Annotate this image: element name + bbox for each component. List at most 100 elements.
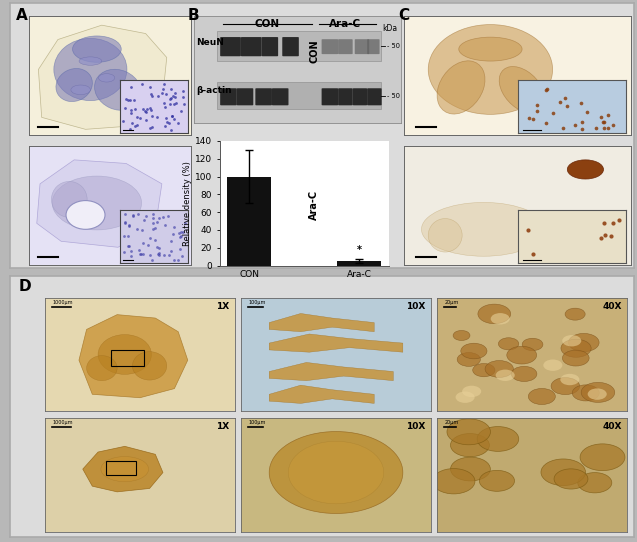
- Text: CON: CON: [254, 20, 279, 29]
- Text: A: A: [16, 8, 27, 23]
- FancyBboxPatch shape: [272, 88, 289, 105]
- FancyBboxPatch shape: [237, 88, 254, 105]
- Polygon shape: [269, 363, 393, 380]
- Ellipse shape: [269, 431, 403, 513]
- Text: C: C: [398, 8, 409, 23]
- Text: 10X: 10X: [406, 302, 426, 311]
- Circle shape: [541, 459, 585, 486]
- Ellipse shape: [87, 356, 117, 380]
- Text: 10X: 10X: [406, 422, 426, 431]
- Circle shape: [453, 331, 470, 340]
- Ellipse shape: [101, 456, 148, 482]
- Text: 40X: 40X: [602, 422, 622, 431]
- Text: 100μm: 100μm: [248, 300, 266, 305]
- Circle shape: [572, 385, 599, 401]
- Bar: [337, 261, 381, 266]
- Circle shape: [565, 308, 585, 320]
- Ellipse shape: [52, 182, 87, 217]
- Polygon shape: [269, 334, 403, 352]
- Circle shape: [543, 359, 562, 371]
- Circle shape: [528, 389, 555, 404]
- FancyBboxPatch shape: [367, 39, 380, 54]
- Ellipse shape: [56, 68, 92, 101]
- Text: 20μm: 20μm: [444, 420, 459, 425]
- Text: 40X: 40X: [602, 302, 622, 311]
- Text: CON: CON: [309, 40, 319, 63]
- Ellipse shape: [79, 57, 102, 65]
- Circle shape: [462, 386, 481, 397]
- Circle shape: [461, 343, 487, 359]
- Circle shape: [490, 313, 510, 325]
- Text: Ara-C: Ara-C: [329, 20, 361, 29]
- Circle shape: [551, 378, 580, 395]
- Circle shape: [66, 201, 105, 229]
- Text: - 50: - 50: [387, 43, 400, 49]
- Circle shape: [498, 338, 519, 350]
- FancyBboxPatch shape: [338, 39, 353, 54]
- Circle shape: [496, 370, 515, 381]
- Text: *: *: [357, 245, 361, 255]
- FancyBboxPatch shape: [255, 88, 272, 105]
- Text: - 50: - 50: [387, 93, 400, 99]
- Text: kDa: kDa: [382, 24, 397, 33]
- Text: D: D: [19, 279, 32, 294]
- Circle shape: [578, 473, 612, 493]
- Text: 20μm: 20μm: [444, 300, 459, 305]
- Ellipse shape: [52, 176, 141, 230]
- Ellipse shape: [459, 37, 522, 61]
- Ellipse shape: [132, 352, 167, 380]
- Ellipse shape: [437, 61, 485, 114]
- Circle shape: [507, 346, 536, 364]
- Text: β-actin: β-actin: [196, 86, 232, 95]
- FancyBboxPatch shape: [322, 88, 338, 105]
- Circle shape: [568, 160, 603, 179]
- Ellipse shape: [499, 67, 545, 113]
- Circle shape: [568, 333, 599, 352]
- Ellipse shape: [428, 218, 462, 252]
- Circle shape: [554, 469, 588, 489]
- Ellipse shape: [428, 24, 553, 114]
- FancyBboxPatch shape: [355, 39, 369, 54]
- Text: Ara-C: Ara-C: [309, 190, 319, 221]
- Circle shape: [512, 366, 537, 382]
- Circle shape: [562, 350, 589, 366]
- Circle shape: [447, 419, 490, 445]
- Circle shape: [478, 304, 511, 324]
- Bar: [227, 177, 271, 266]
- Circle shape: [450, 457, 490, 481]
- Y-axis label: Relative density (%): Relative density (%): [183, 161, 192, 246]
- Text: NeuN: NeuN: [196, 38, 224, 48]
- Text: 1000μm: 1000μm: [52, 300, 73, 305]
- Circle shape: [477, 427, 519, 451]
- Polygon shape: [38, 25, 167, 130]
- Circle shape: [455, 391, 475, 403]
- Polygon shape: [269, 385, 374, 403]
- Circle shape: [580, 444, 625, 470]
- Bar: [106, 461, 136, 475]
- Text: 1X: 1X: [217, 422, 230, 431]
- FancyBboxPatch shape: [220, 37, 241, 56]
- FancyBboxPatch shape: [367, 88, 382, 105]
- Circle shape: [485, 360, 513, 377]
- Ellipse shape: [54, 38, 127, 101]
- Ellipse shape: [289, 441, 383, 504]
- Polygon shape: [269, 313, 374, 332]
- Bar: [111, 350, 144, 366]
- Polygon shape: [83, 447, 163, 492]
- FancyBboxPatch shape: [262, 37, 278, 56]
- Circle shape: [480, 470, 515, 492]
- FancyBboxPatch shape: [338, 88, 353, 105]
- Ellipse shape: [71, 85, 90, 95]
- Ellipse shape: [98, 334, 152, 375]
- Circle shape: [433, 469, 475, 494]
- Polygon shape: [79, 314, 188, 398]
- FancyBboxPatch shape: [220, 88, 237, 105]
- Circle shape: [562, 335, 582, 346]
- Bar: [217, 82, 381, 109]
- Circle shape: [561, 339, 591, 357]
- Ellipse shape: [73, 36, 121, 62]
- Circle shape: [561, 374, 580, 385]
- FancyBboxPatch shape: [353, 88, 367, 105]
- Circle shape: [588, 389, 607, 400]
- Text: 1X: 1X: [217, 302, 230, 311]
